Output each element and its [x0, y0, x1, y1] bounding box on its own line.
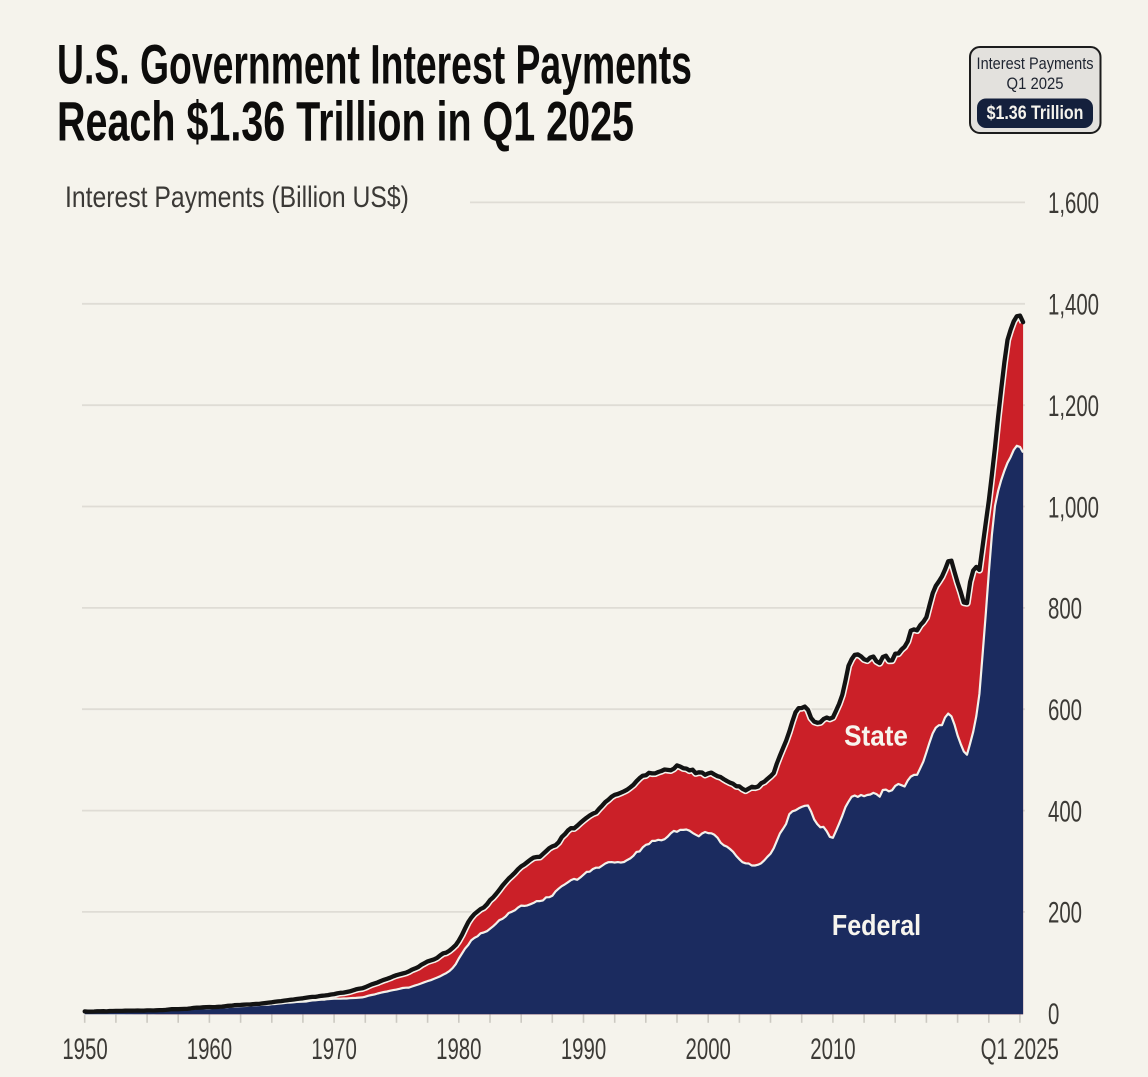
svg-text:Reach $1.36 Trillion in Q1 202: Reach $1.36 Trillion in Q1 2025	[57, 91, 634, 153]
svg-text:1,600: 1,600	[1048, 187, 1099, 220]
svg-text:Interest Payments: Interest Payments	[977, 55, 1094, 73]
svg-text:2000: 2000	[686, 1033, 731, 1066]
svg-text:Federal: Federal	[832, 908, 921, 941]
svg-text:2010: 2010	[810, 1033, 855, 1066]
svg-text:1,200: 1,200	[1048, 390, 1099, 423]
svg-text:400: 400	[1048, 796, 1082, 829]
svg-text:600: 600	[1048, 694, 1082, 727]
svg-text:1950: 1950	[62, 1033, 107, 1066]
svg-text:$1.36 Trillion: $1.36 Trillion	[987, 102, 1084, 124]
svg-text:800: 800	[1048, 593, 1082, 626]
svg-text:U.S. Government Interest Payme: U.S. Government Interest Payments	[57, 34, 692, 96]
svg-text:1980: 1980	[436, 1033, 481, 1066]
svg-text:1970: 1970	[311, 1033, 356, 1066]
svg-text:1990: 1990	[561, 1033, 606, 1066]
svg-text:Q1 2025: Q1 2025	[1007, 75, 1064, 93]
svg-text:1,400: 1,400	[1048, 289, 1099, 322]
svg-text:Q1 2025: Q1 2025	[981, 1033, 1059, 1066]
svg-text:Interest Payments (Billion US$: Interest Payments (Billion US$)	[65, 180, 409, 214]
svg-text:0: 0	[1048, 998, 1059, 1031]
svg-text:1,000: 1,000	[1048, 492, 1099, 525]
svg-text:200: 200	[1048, 897, 1082, 930]
svg-text:1960: 1960	[187, 1033, 232, 1066]
svg-text:State: State	[844, 719, 908, 752]
